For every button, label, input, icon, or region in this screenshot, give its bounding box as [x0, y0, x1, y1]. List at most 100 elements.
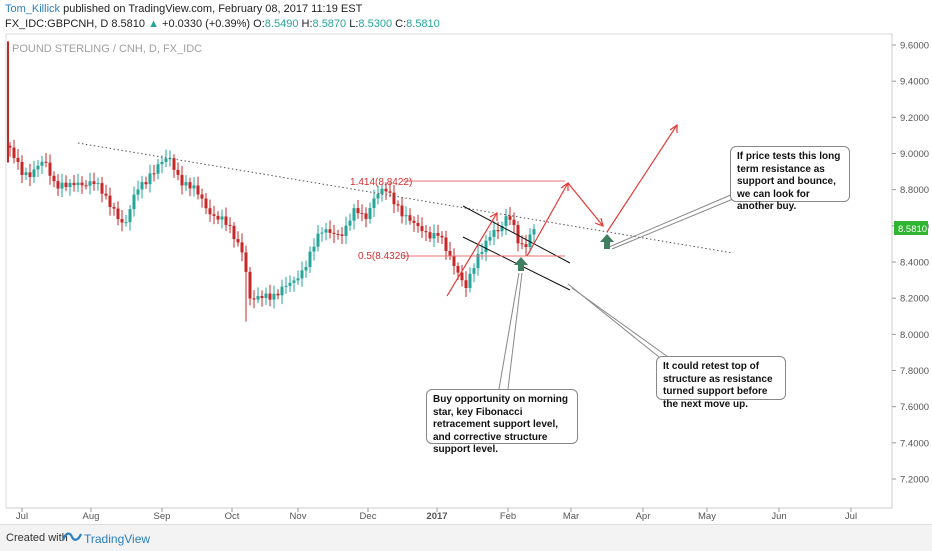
candle-body: [332, 232, 336, 234]
candle-body: [356, 208, 360, 214]
red-arrow-3-head: [594, 217, 604, 227]
candle-body: [384, 188, 388, 192]
candle-body: [112, 207, 116, 209]
candle-body: [292, 280, 296, 283]
red-arrow-4[interactable]: [606, 124, 678, 233]
candles: [7, 41, 536, 322]
candle-body: [464, 280, 468, 289]
candle-body: [72, 182, 76, 186]
candle-body: [16, 158, 20, 162]
candle-body: [520, 243, 524, 245]
candle-body: [172, 158, 176, 170]
candle-body: [528, 234, 532, 248]
candle-body: [416, 222, 420, 227]
candle-body: [64, 182, 68, 188]
candle-body: [100, 183, 104, 194]
change-value: +0.0330 (+0.39%): [162, 18, 251, 30]
candle-body: [60, 182, 64, 189]
candle-body: [456, 266, 460, 273]
time-tick-label: Jul: [845, 511, 857, 522]
long-term-trendline[interactable]: [77, 142, 734, 254]
candle-body: [104, 193, 108, 196]
candle-body: [360, 213, 364, 215]
last-price-value: 8.5810: [898, 224, 927, 235]
candle-body: [124, 222, 128, 224]
candle-body: [312, 246, 316, 252]
change-arrow-icon: ▲: [148, 18, 159, 30]
candle-body: [152, 173, 156, 175]
candle-body: [428, 232, 432, 239]
candle-body: [48, 162, 52, 176]
price-tick-label: 9.4000: [900, 77, 929, 88]
candle-body: [132, 194, 136, 210]
fib-label-1414: 1.414(8.8422): [350, 177, 412, 188]
note-retest-structure[interactable]: It could retest top of structure as resi…: [656, 356, 786, 410]
candle-body: [28, 172, 32, 178]
candle-body: [272, 293, 276, 300]
price-value: 8.5810: [111, 18, 146, 30]
candle-body: [320, 232, 324, 234]
candle-body: [136, 189, 140, 195]
candle-body: [496, 229, 500, 232]
price-tick-label: 7.8000: [900, 366, 929, 377]
target-arrow-up-icon[interactable]: [600, 234, 614, 249]
author-link[interactable]: Tom_Killick: [5, 3, 61, 15]
candle-body: [68, 182, 72, 188]
candle-body: [36, 165, 40, 170]
price-axis: 9.60009.40009.20009.00008.80008.60008.40…: [892, 41, 929, 486]
note-buy-opportunity[interactable]: Buy opportunity on morning star, key Fib…: [426, 389, 578, 455]
candle-body: [52, 175, 56, 182]
candle-body: [396, 204, 400, 206]
candle-body: [376, 194, 380, 199]
candle-body: [268, 293, 272, 300]
fib-label-05: 0.5(8.4326): [358, 251, 409, 262]
candle-body: [108, 195, 112, 208]
buy-arrow-up-icon[interactable]: [514, 257, 528, 271]
candle-body: [348, 220, 352, 226]
candle-body: [412, 220, 416, 223]
candle-body: [24, 172, 28, 175]
candle-body: [424, 231, 428, 233]
time-tick-label: Feb: [500, 511, 516, 522]
candle-body: [440, 235, 444, 238]
ohlc-line: FX_IDC:GBPCNH, D 8.5810 ▲ +0.0330 (+0.39…: [5, 18, 440, 30]
price-tick-label: 8.4000: [900, 258, 929, 269]
candle-body: [240, 242, 244, 253]
publish-line: Tom_Killick published on TradingView.com…: [5, 3, 362, 15]
price-tick-label: 9.2000: [900, 113, 929, 124]
candle-body: [252, 298, 256, 300]
tradingview-brand-link[interactable]: TradingView: [84, 532, 151, 546]
close-value: 8.5810: [406, 18, 440, 30]
candle-body: [368, 207, 372, 219]
chart-watermark: POUND STERLING / CNH, D, FX_IDC: [12, 43, 202, 55]
red-arrow-2[interactable]: [526, 182, 569, 257]
candle-body: [220, 216, 224, 220]
red-arrow-3[interactable]: [567, 182, 604, 227]
candle-body: [340, 234, 344, 236]
symbol-label: FX_IDC:GBPCNH, D: [5, 18, 109, 30]
time-tick-label: Dec: [360, 511, 377, 522]
red-arrow-1-head: [489, 211, 498, 221]
channel-upper-line[interactable]: [462, 205, 571, 264]
price-chart[interactable]: POUND STERLING / CNH, D, FX_IDC 9.6000 9.…: [0, 0, 932, 524]
candle-body: [228, 224, 232, 226]
candle-body: [280, 286, 284, 296]
time-tick-label: Oct: [225, 511, 240, 522]
candle-body: [120, 219, 124, 223]
candle-body: [20, 161, 24, 175]
candle-body: [404, 215, 408, 217]
red-arrow-1[interactable]: [446, 212, 498, 297]
candle-body: [276, 293, 280, 296]
candle-body: [44, 161, 48, 163]
price-tick-label: 7.4000: [900, 438, 929, 449]
candle-body: [408, 215, 412, 221]
time-tick-label: Sep: [154, 511, 171, 522]
candle-body: [508, 216, 512, 220]
note-resistance-support[interactable]: If price tests this long term resistance…: [730, 146, 850, 212]
chart-header: Tom_Killick published on TradingView.com…: [0, 0, 932, 34]
candle-body: [56, 181, 60, 189]
candle-body: [296, 278, 300, 281]
time-tick-label: Jun: [771, 511, 786, 522]
candle-body: [256, 296, 260, 300]
candle-body: [12, 147, 16, 159]
